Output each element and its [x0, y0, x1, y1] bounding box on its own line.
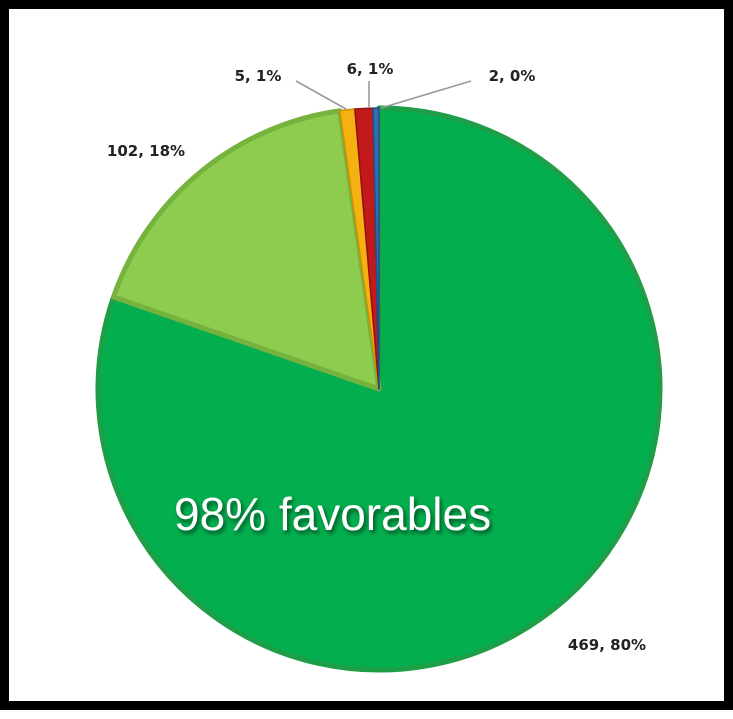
leader-lines [295, 80, 472, 110]
data-label-3: 5, 1% [235, 67, 282, 85]
pie-slice-2 [110, 108, 382, 392]
pie-chart: 469, 80% 102, 18% 5, 1% 6, 1% 2, 0% 98% favo… [95, 60, 663, 673]
data-label-1: 469, 80% [568, 636, 646, 654]
leader-line-3 [295, 80, 347, 110]
data-label-4: 6, 1% [347, 60, 394, 78]
pie-slice-5 [372, 107, 380, 390]
pie-slices [95, 105, 663, 673]
data-labels: 469, 80% 102, 18% 5, 1% 6, 1% 2, 0% [107, 60, 646, 654]
data-label-2: 102, 18% [107, 142, 185, 160]
leader-line-5 [380, 80, 472, 109]
favorables-annotation: 98% favorables [174, 488, 491, 540]
data-label-5: 2, 0% [489, 67, 536, 85]
pie-slice-1 [95, 105, 663, 673]
